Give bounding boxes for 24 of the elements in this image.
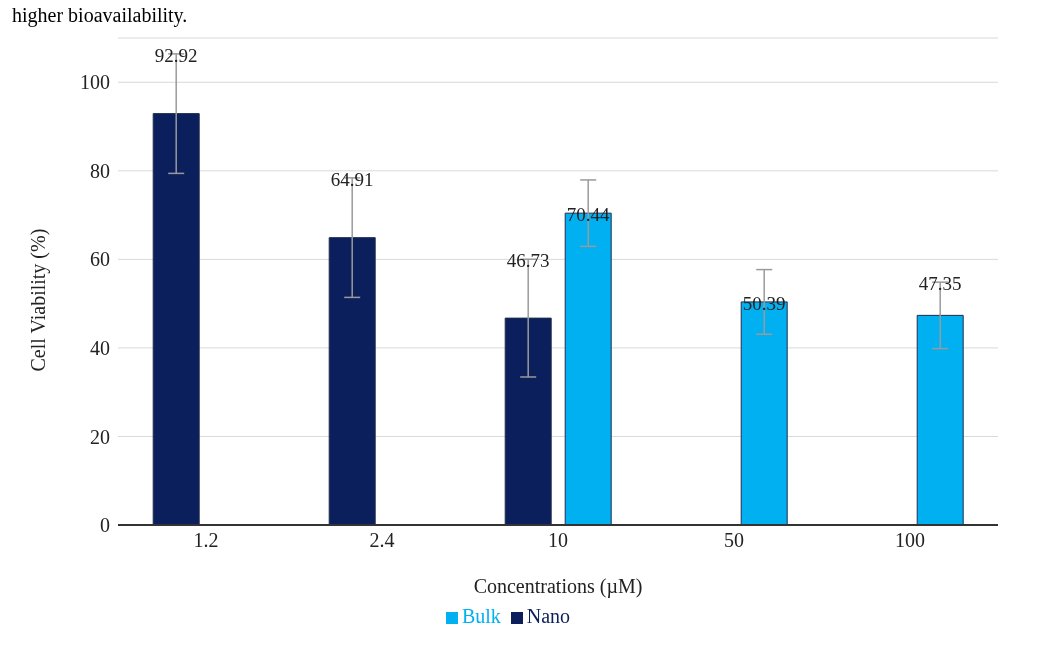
legend-label: Bulk [461, 605, 501, 627]
x-tick-label: 10 [548, 529, 568, 552]
data-label: 64.91 [330, 168, 374, 190]
y-axis-title: Cell Viability (%) [27, 228, 51, 372]
data-label: 46.73 [506, 250, 550, 272]
legend-label: Nano [526, 605, 571, 627]
bar [152, 113, 200, 525]
text: higher bioavailability. [12, 4, 188, 27]
x-tick-label: 1.2 [193, 529, 219, 552]
x-tick-label: 50 [724, 529, 744, 552]
bar [328, 237, 376, 525]
data-label: 47.35 [918, 273, 962, 295]
bar [504, 317, 552, 525]
y-tick-label: 20 [90, 425, 110, 448]
y-tick-label: 80 [90, 159, 110, 182]
x-tick-label: 2.4 [369, 529, 395, 552]
data-label: 92.92 [154, 44, 198, 66]
bar [916, 314, 964, 525]
x-tick-label: 100 [895, 529, 925, 552]
y-tick-label: 100 [80, 71, 110, 94]
x-axis-title: Concentrations (µM) [473, 575, 643, 598]
y-tick-label: 0 [100, 514, 110, 537]
y-tick-label: 60 [90, 248, 110, 271]
y-tick-label: 40 [90, 337, 110, 360]
